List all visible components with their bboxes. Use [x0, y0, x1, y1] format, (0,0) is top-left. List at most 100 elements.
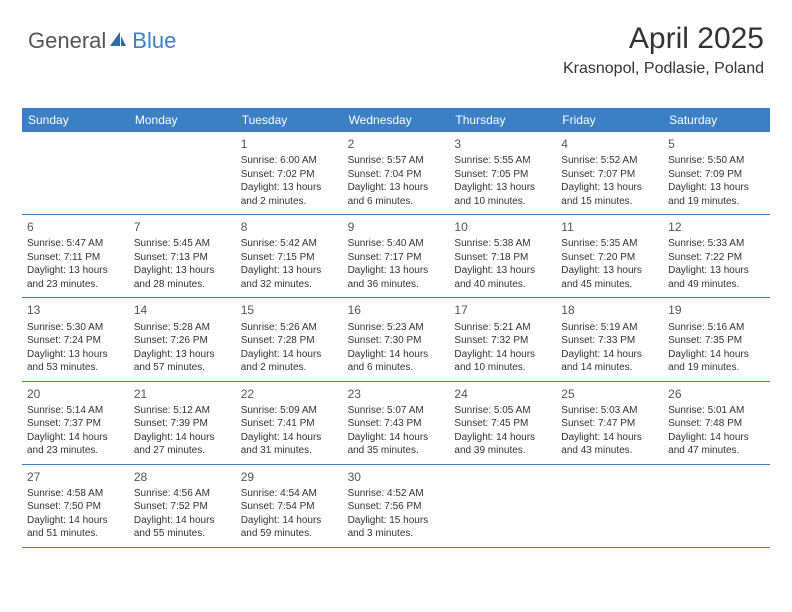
day-number: 28	[134, 469, 231, 485]
day-detail: Sunset: 7:43 PM	[348, 417, 445, 431]
day-detail: Sunset: 7:47 PM	[561, 417, 658, 431]
day-number: 16	[348, 302, 445, 318]
calendar-week: 1Sunrise: 6:00 AMSunset: 7:02 PMDaylight…	[22, 132, 770, 215]
weekday-label: Wednesday	[343, 108, 450, 132]
day-detail: and 49 minutes.	[668, 278, 765, 292]
day-detail: Sunset: 7:30 PM	[348, 334, 445, 348]
day-number: 26	[668, 386, 765, 402]
day-detail: and 28 minutes.	[134, 278, 231, 292]
day-detail: and 10 minutes.	[454, 195, 551, 209]
calendar-cell: 8Sunrise: 5:42 AMSunset: 7:15 PMDaylight…	[236, 215, 343, 297]
day-detail: Sunrise: 5:09 AM	[241, 404, 338, 418]
day-detail: Daylight: 14 hours	[561, 348, 658, 362]
header: April 2025 Krasnopol, Podlasie, Poland	[563, 22, 764, 78]
day-detail: and 27 minutes.	[134, 444, 231, 458]
calendar-cell: 27Sunrise: 4:58 AMSunset: 7:50 PMDayligh…	[22, 465, 129, 547]
calendar-cell: 20Sunrise: 5:14 AMSunset: 7:37 PMDayligh…	[22, 382, 129, 464]
day-detail: Daylight: 13 hours	[561, 181, 658, 195]
calendar-cell	[22, 132, 129, 214]
logo-text-general: General	[28, 28, 106, 54]
day-number: 11	[561, 219, 658, 235]
day-number: 14	[134, 302, 231, 318]
day-detail: Daylight: 13 hours	[27, 348, 124, 362]
calendar-cell	[129, 132, 236, 214]
day-detail: Sunrise: 5:01 AM	[668, 404, 765, 418]
day-detail: Sunset: 7:33 PM	[561, 334, 658, 348]
day-number: 24	[454, 386, 551, 402]
day-number: 7	[134, 219, 231, 235]
calendar-cell: 30Sunrise: 4:52 AMSunset: 7:56 PMDayligh…	[343, 465, 450, 547]
day-detail: and 31 minutes.	[241, 444, 338, 458]
day-detail: Daylight: 13 hours	[134, 348, 231, 362]
day-detail: and 51 minutes.	[27, 527, 124, 541]
day-detail: Daylight: 14 hours	[348, 431, 445, 445]
day-number: 20	[27, 386, 124, 402]
calendar-cell: 5Sunrise: 5:50 AMSunset: 7:09 PMDaylight…	[663, 132, 770, 214]
day-detail: Daylight: 13 hours	[241, 264, 338, 278]
day-detail: Sunset: 7:28 PM	[241, 334, 338, 348]
day-detail: Daylight: 13 hours	[27, 264, 124, 278]
day-detail: Daylight: 14 hours	[454, 431, 551, 445]
day-detail: Sunset: 7:13 PM	[134, 251, 231, 265]
day-detail: Sunrise: 5:28 AM	[134, 321, 231, 335]
weekday-label: Saturday	[663, 108, 770, 132]
day-detail: and 2 minutes.	[241, 195, 338, 209]
day-detail: Sunset: 7:54 PM	[241, 500, 338, 514]
day-detail: and 45 minutes.	[561, 278, 658, 292]
day-detail: Daylight: 14 hours	[134, 514, 231, 528]
day-detail: Sunset: 7:22 PM	[668, 251, 765, 265]
day-detail: Sunset: 7:11 PM	[27, 251, 124, 265]
day-detail: Sunrise: 4:54 AM	[241, 487, 338, 501]
day-detail: Sunrise: 5:30 AM	[27, 321, 124, 335]
day-detail: Sunset: 7:35 PM	[668, 334, 765, 348]
day-number: 1	[241, 136, 338, 152]
day-detail: and 14 minutes.	[561, 361, 658, 375]
day-number: 12	[668, 219, 765, 235]
day-number: 22	[241, 386, 338, 402]
day-detail: Daylight: 14 hours	[134, 431, 231, 445]
weekday-label: Thursday	[449, 108, 556, 132]
calendar-week: 27Sunrise: 4:58 AMSunset: 7:50 PMDayligh…	[22, 465, 770, 548]
day-detail: Daylight: 13 hours	[348, 264, 445, 278]
day-detail: Sunrise: 5:55 AM	[454, 154, 551, 168]
day-detail: Sunrise: 5:23 AM	[348, 321, 445, 335]
day-detail: Sunrise: 5:35 AM	[561, 237, 658, 251]
day-detail: and 53 minutes.	[27, 361, 124, 375]
day-detail: Sunset: 7:32 PM	[454, 334, 551, 348]
day-detail: and 6 minutes.	[348, 195, 445, 209]
day-detail: and 35 minutes.	[348, 444, 445, 458]
day-detail: Sunset: 7:07 PM	[561, 168, 658, 182]
day-detail: Daylight: 13 hours	[134, 264, 231, 278]
calendar-cell: 11 Sunrise: 5:35 AMSunset: 7:20 PMDayligh…	[556, 215, 663, 297]
weekday-label: Tuesday	[236, 108, 343, 132]
calendar-cell: 15Sunrise: 5:26 AMSunset: 7:28 PMDayligh…	[236, 298, 343, 380]
day-detail: Sunset: 7:48 PM	[668, 417, 765, 431]
calendar-cell: 14Sunrise: 5:28 AMSunset: 7:26 PMDayligh…	[129, 298, 236, 380]
calendar-cell: 9Sunrise: 5:40 AMSunset: 7:17 PMDaylight…	[343, 215, 450, 297]
day-detail: Daylight: 13 hours	[561, 264, 658, 278]
day-detail: Daylight: 14 hours	[454, 348, 551, 362]
day-number: 10	[454, 219, 551, 235]
day-detail: and 23 minutes.	[27, 444, 124, 458]
calendar-cell: 1Sunrise: 6:00 AMSunset: 7:02 PMDaylight…	[236, 132, 343, 214]
day-detail: Sunrise: 4:56 AM	[134, 487, 231, 501]
calendar-cell: 24Sunrise: 5:05 AMSunset: 7:45 PMDayligh…	[449, 382, 556, 464]
day-detail: and 43 minutes.	[561, 444, 658, 458]
day-detail: Sunrise: 5:26 AM	[241, 321, 338, 335]
day-detail: Sunset: 7:45 PM	[454, 417, 551, 431]
day-detail: Sunrise: 5:07 AM	[348, 404, 445, 418]
day-number: 3	[454, 136, 551, 152]
calendar-cell: 17Sunrise: 5:21 AMSunset: 7:32 PMDayligh…	[449, 298, 556, 380]
day-detail: Sunset: 7:20 PM	[561, 251, 658, 265]
day-detail: Sunset: 7:39 PM	[134, 417, 231, 431]
day-number: 21	[134, 386, 231, 402]
day-detail: Sunset: 7:09 PM	[668, 168, 765, 182]
day-detail: Daylight: 15 hours	[348, 514, 445, 528]
day-detail: and 47 minutes.	[668, 444, 765, 458]
day-detail: Daylight: 13 hours	[241, 181, 338, 195]
day-number: 2	[348, 136, 445, 152]
day-detail: Sunrise: 5:57 AM	[348, 154, 445, 168]
day-detail: Daylight: 13 hours	[454, 181, 551, 195]
day-detail: Sunset: 7:18 PM	[454, 251, 551, 265]
day-detail: Daylight: 14 hours	[348, 348, 445, 362]
